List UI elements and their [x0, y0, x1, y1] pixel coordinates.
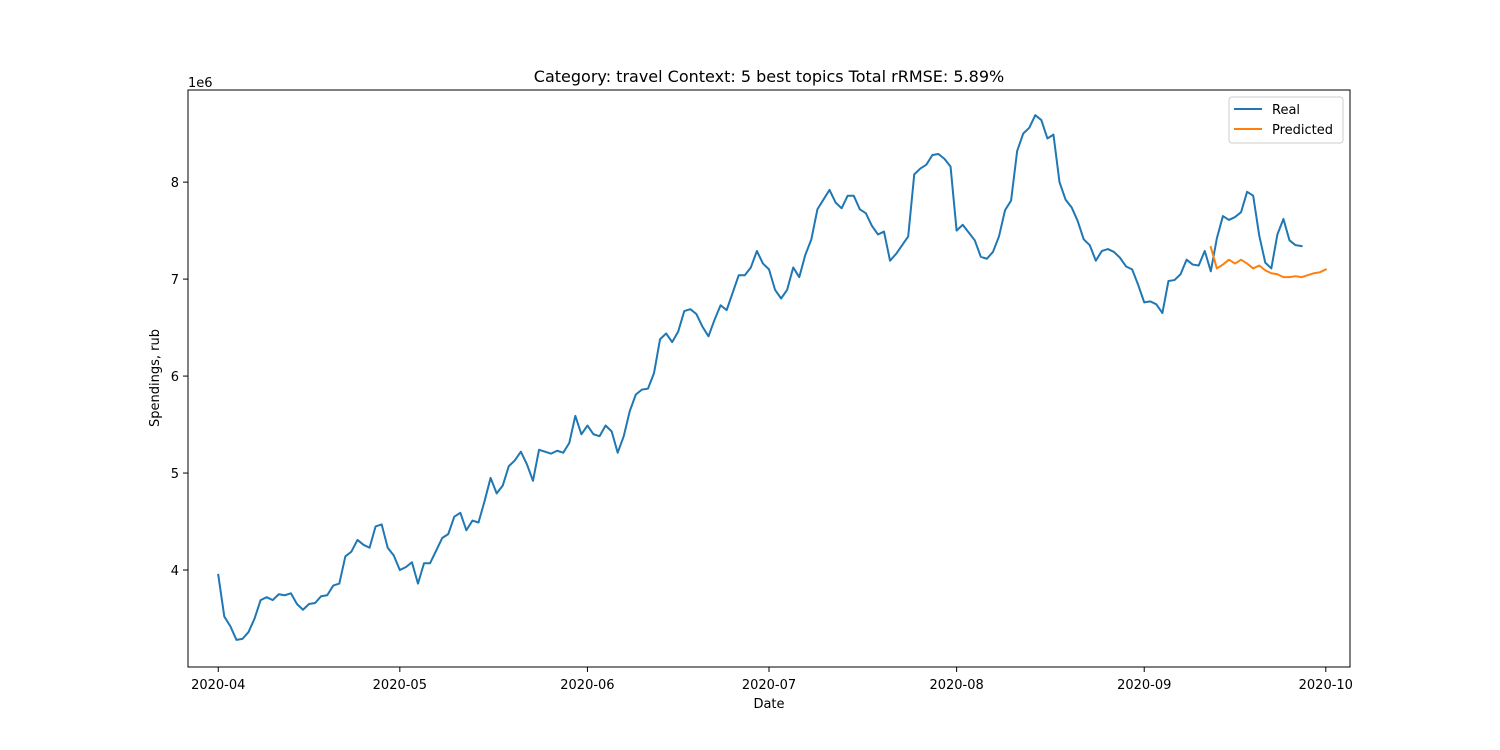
x-tick-label: 2020-06 [560, 678, 614, 693]
x-tick-label: 2020-04 [191, 678, 245, 693]
series-layer [217, 114, 1328, 641]
y-tick-label: 4 [171, 564, 179, 579]
legend-label: Predicted [1272, 123, 1333, 138]
y-tick-label: 7 [171, 273, 179, 288]
x-tick-label: 2020-08 [929, 678, 983, 693]
series-line-real [217, 114, 1303, 641]
y-axis: 4 5 6 7 8 [171, 176, 188, 579]
x-tick-label: 2020-05 [373, 678, 427, 693]
y-axis-offset-label: 1e6 [188, 76, 213, 91]
y-axis-title: Spendings, rub [148, 329, 163, 427]
x-axis: 2020-04 2020-05 2020-06 2020-07 2020-08 2020-… [191, 667, 1353, 693]
y-tick-label: 6 [171, 370, 179, 385]
plot-area-frame [187, 89, 1351, 668]
x-tick-label: 2020-09 [1117, 678, 1171, 693]
x-axis-title: Date [753, 697, 784, 712]
y-tick-label: 8 [171, 176, 179, 191]
x-tick-label: 2020-07 [742, 678, 796, 693]
x-tick-label: 2020-10 [1299, 678, 1353, 693]
legend-label: Real [1272, 103, 1300, 118]
y-tick-label: 5 [171, 467, 179, 482]
series-line-predicted [1209, 245, 1328, 279]
legend: Real Predicted [1228, 96, 1344, 144]
chart-title: Category: travel Context: 5 best topics … [534, 67, 1004, 86]
